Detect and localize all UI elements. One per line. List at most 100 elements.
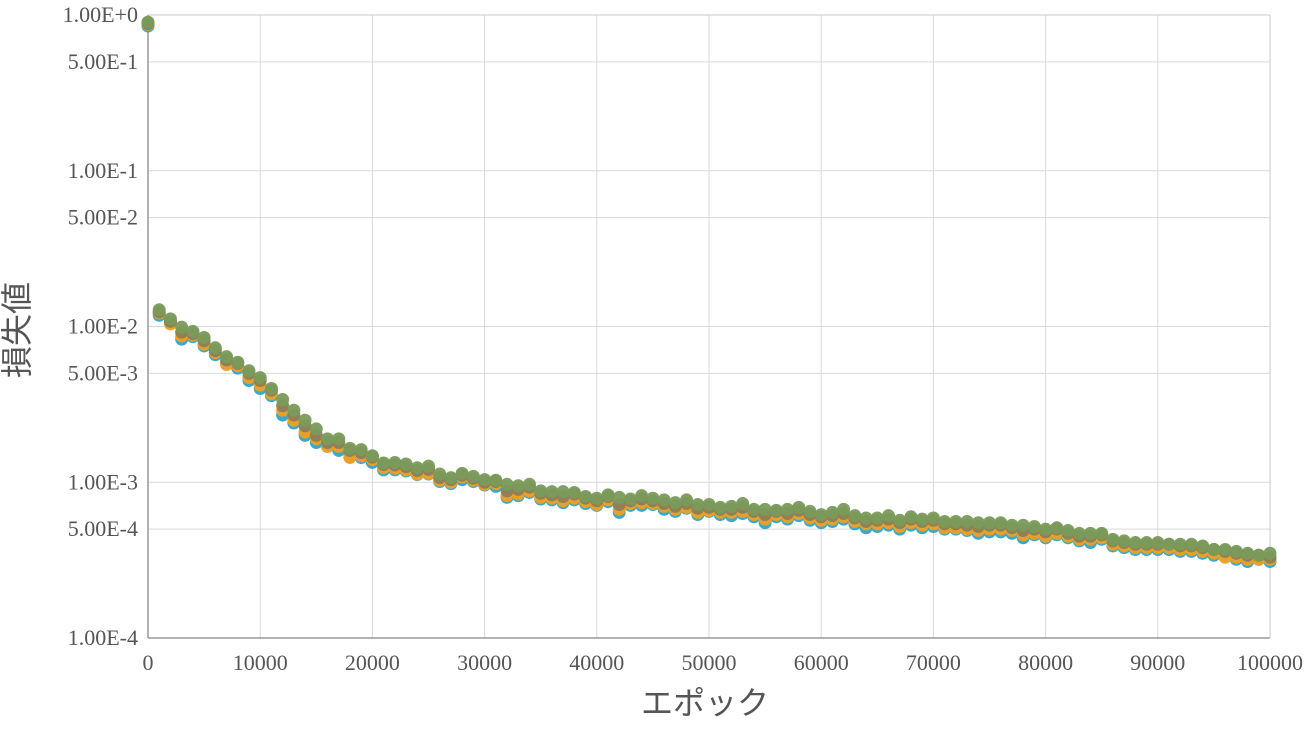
data-point — [522, 477, 536, 491]
data-point — [825, 505, 839, 519]
data-point — [1039, 522, 1053, 536]
data-point — [410, 461, 424, 475]
data-point — [242, 364, 256, 378]
data-point — [175, 320, 189, 334]
x-tick-label: 10000 — [233, 650, 288, 675]
data-point — [758, 502, 772, 516]
data-point — [792, 500, 806, 514]
data-point — [332, 432, 346, 446]
data-point — [1016, 518, 1030, 532]
data-point — [500, 477, 514, 491]
data-point — [1252, 548, 1266, 562]
data-point — [1050, 521, 1064, 535]
y-tick-label: 1.00E-4 — [68, 625, 138, 650]
data-point — [769, 503, 783, 517]
data-point — [803, 504, 817, 518]
data-point — [1061, 524, 1075, 538]
data-point — [444, 471, 458, 485]
data-point — [702, 497, 716, 511]
data-point — [309, 422, 323, 436]
x-axis-title: エポック — [641, 684, 769, 722]
y-tick-label: 5.00E-3 — [68, 360, 138, 385]
y-tick-label: 5.00E-2 — [68, 205, 138, 230]
data-point — [388, 455, 402, 469]
data-point — [1095, 526, 1109, 540]
data-point — [1229, 544, 1243, 558]
data-point — [837, 502, 851, 516]
data-point — [915, 512, 929, 526]
data-point — [1184, 537, 1198, 551]
data-point — [579, 490, 593, 504]
data-point — [511, 479, 525, 493]
data-point — [983, 516, 996, 530]
data-point — [635, 489, 649, 503]
data-point — [1083, 526, 1097, 540]
data-point — [422, 459, 435, 473]
data-point — [1173, 537, 1187, 551]
data-point — [904, 510, 918, 524]
data-point — [646, 491, 660, 505]
y-tick-label: 1.00E+0 — [63, 2, 138, 27]
data-point — [1106, 532, 1120, 546]
data-point — [814, 508, 828, 522]
data-point — [455, 466, 469, 480]
y-tick-label: 5.00E-1 — [68, 49, 138, 74]
data-point — [623, 492, 637, 506]
data-point — [882, 509, 896, 523]
data-point — [1072, 526, 1086, 540]
data-point — [287, 403, 301, 417]
x-tick-label: 80000 — [1018, 650, 1073, 675]
data-point — [960, 514, 974, 528]
data-point — [220, 350, 234, 364]
data-point — [590, 491, 604, 505]
data-point — [276, 392, 290, 406]
data-point — [1207, 543, 1221, 557]
data-point — [601, 488, 615, 502]
data-point — [1140, 536, 1154, 550]
data-point — [1117, 534, 1131, 548]
data-point — [747, 502, 761, 516]
x-tick-label: 50000 — [682, 650, 737, 675]
data-point — [298, 413, 312, 427]
data-point — [713, 500, 727, 514]
data-point — [141, 15, 155, 29]
data-point — [567, 485, 581, 499]
x-tick-label: 0 — [143, 650, 154, 675]
x-tick-label: 30000 — [457, 650, 512, 675]
data-point — [163, 312, 177, 326]
data-points — [141, 15, 1277, 568]
data-point — [859, 511, 873, 525]
data-point — [1196, 539, 1210, 553]
data-point — [354, 443, 368, 457]
data-point — [365, 449, 379, 463]
axes: 0 10000 20000 30000 40000 50000 60000 70000 8000… — [63, 2, 1303, 675]
x-tick-label: 60000 — [794, 650, 849, 675]
y-tick-label: 1.00E-2 — [68, 314, 138, 339]
data-point — [971, 516, 985, 530]
x-tick-label: 20000 — [345, 650, 400, 675]
data-point — [1162, 537, 1176, 551]
data-point — [545, 485, 559, 499]
data-point — [724, 499, 738, 513]
data-point — [870, 511, 884, 525]
y-axis-title: 損失値 — [0, 282, 36, 378]
data-point — [938, 514, 952, 528]
data-point — [186, 324, 200, 338]
data-point — [1241, 546, 1255, 560]
data-point — [489, 473, 503, 487]
data-point — [657, 493, 671, 507]
data-point — [926, 511, 940, 525]
data-point — [1027, 519, 1041, 533]
series-4 — [141, 15, 1277, 562]
y-tick-label: 1.00E-3 — [68, 469, 138, 494]
data-point — [893, 513, 907, 527]
data-point — [1263, 546, 1277, 560]
data-point — [781, 502, 795, 516]
data-point — [231, 355, 245, 369]
x-tick-label: 70000 — [906, 650, 961, 675]
data-point — [1218, 543, 1232, 557]
data-point — [466, 469, 480, 483]
data-point — [197, 330, 211, 344]
